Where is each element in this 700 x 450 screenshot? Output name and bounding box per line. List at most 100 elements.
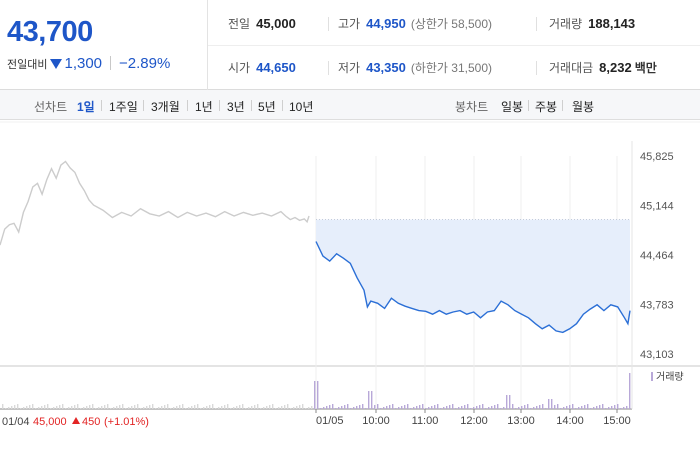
volume-bar <box>290 408 292 409</box>
tab-10year[interactable]: 10년 <box>289 100 314 114</box>
volume-bar <box>158 407 160 409</box>
volume-bar <box>308 407 310 409</box>
stat-value: 188,143 <box>588 16 636 31</box>
volume-bar <box>614 405 616 409</box>
volume-bar <box>179 405 181 409</box>
volume-bar <box>74 405 76 409</box>
line-chart-label: 선차트 <box>34 100 68 114</box>
volume-bar <box>338 407 340 409</box>
price-chart: 45,825 45,144 44,464 43,783 43,103 01/05 10:0… <box>0 121 700 450</box>
tab-3month[interactable]: 3개월 <box>151 100 180 114</box>
volume-bar <box>257 404 259 409</box>
divider <box>536 61 537 75</box>
volume-bar <box>521 406 523 409</box>
volume-bar <box>350 408 352 409</box>
divider <box>328 17 329 31</box>
tab-weekly-candle[interactable]: 주봉 <box>535 100 558 114</box>
volume-bar <box>152 404 154 409</box>
volume-bar <box>233 407 235 409</box>
volume-bar <box>608 407 610 409</box>
today-area <box>316 219 630 333</box>
volume-bar <box>227 404 229 409</box>
volume-bar <box>62 404 64 409</box>
current-price: 43,700 <box>7 16 93 48</box>
volume-bar <box>35 408 37 409</box>
volume-bar <box>209 405 211 409</box>
volume-bar <box>404 405 406 409</box>
tab-1day[interactable]: 1일 <box>77 100 95 114</box>
volume-bar <box>167 404 169 409</box>
volume-bar <box>443 407 445 409</box>
change-percent: −2.89% <box>119 55 171 72</box>
stat-prev-close: 전일 45,000 <box>228 15 296 33</box>
volume-legend: 거래량 <box>651 371 684 383</box>
volume-bar <box>554 405 556 409</box>
tab-1week[interactable]: 1주일 <box>109 100 138 114</box>
stat-value: 45,000 <box>256 16 296 31</box>
volume-bar <box>419 405 421 409</box>
volume-bar <box>134 405 136 409</box>
volume-bar <box>140 408 142 409</box>
tab-monthly-candle[interactable]: 월봉 <box>572 100 595 114</box>
volume-bar <box>302 404 304 409</box>
volume-bar <box>542 404 544 409</box>
tab-5year[interactable]: 5년 <box>258 100 276 114</box>
volume-bar <box>245 408 247 409</box>
volume-bar <box>242 404 244 409</box>
stat-sub: (상한가 58,500) <box>410 17 493 31</box>
volume-bar <box>32 404 34 409</box>
volume-bar <box>626 406 628 409</box>
x-tick-label: 15:00 <box>603 415 631 427</box>
volume-bar <box>239 405 241 409</box>
tab-1year[interactable]: 1년 <box>195 100 213 114</box>
stat-value: 43,350 <box>366 60 406 75</box>
volume-bar <box>77 404 79 409</box>
volume-bar <box>188 407 190 409</box>
volume-bar <box>584 405 586 409</box>
divider <box>219 100 220 111</box>
volume-bar <box>428 407 430 409</box>
volume-bar <box>512 404 514 409</box>
volume-bar <box>440 408 442 409</box>
y-tick-label: 43,103 <box>640 349 674 361</box>
period-tabs: 선차트 1일 1주일 3개월 1년 3년 5년 10년 봉차트 일봉 주봉 월봉 <box>0 90 700 120</box>
volume-bar <box>164 405 166 409</box>
volume-bar <box>56 406 58 409</box>
tab-3year[interactable]: 3년 <box>227 100 245 114</box>
volume-bar <box>479 405 481 409</box>
volume-bar <box>287 404 289 409</box>
volume-bar <box>251 406 253 409</box>
volume-bar <box>98 407 100 409</box>
volume-bar <box>236 406 238 409</box>
tab-daily-candle[interactable]: 일봉 <box>501 100 524 114</box>
volume-bar <box>611 406 613 409</box>
volume-bar <box>143 407 145 409</box>
volume-bar <box>578 407 580 409</box>
volume-bar <box>173 407 175 409</box>
volume-bar <box>365 408 367 409</box>
volume-bar <box>113 407 115 409</box>
today-line <box>315 241 631 334</box>
volume-bar <box>29 405 31 409</box>
volume-bar <box>218 407 220 409</box>
volume-bar <box>380 408 382 409</box>
volume-bar <box>104 405 106 409</box>
volume-bar <box>497 404 499 409</box>
volume-bars <box>2 373 631 409</box>
volume-bar <box>5 408 7 409</box>
volume-bar <box>65 408 67 409</box>
volume-bar <box>377 404 379 409</box>
volume-bar <box>95 408 97 409</box>
x-tick-labels: 01/05 10:00 11:00 12:00 13:00 14:00 15:00 01/04… <box>2 415 631 428</box>
volume-bar <box>80 408 82 409</box>
volume-bar <box>536 406 538 409</box>
volume-bar <box>119 405 121 409</box>
volume-bar <box>230 408 232 409</box>
volume-bar <box>311 406 313 409</box>
stat-high: 고가 44,950 (상한가 58,500) <box>338 15 492 33</box>
volume-bar <box>560 408 562 409</box>
divider <box>110 56 112 70</box>
volume-bar <box>2 404 4 409</box>
volume-bar <box>149 405 151 409</box>
volume-bar <box>8 407 10 409</box>
